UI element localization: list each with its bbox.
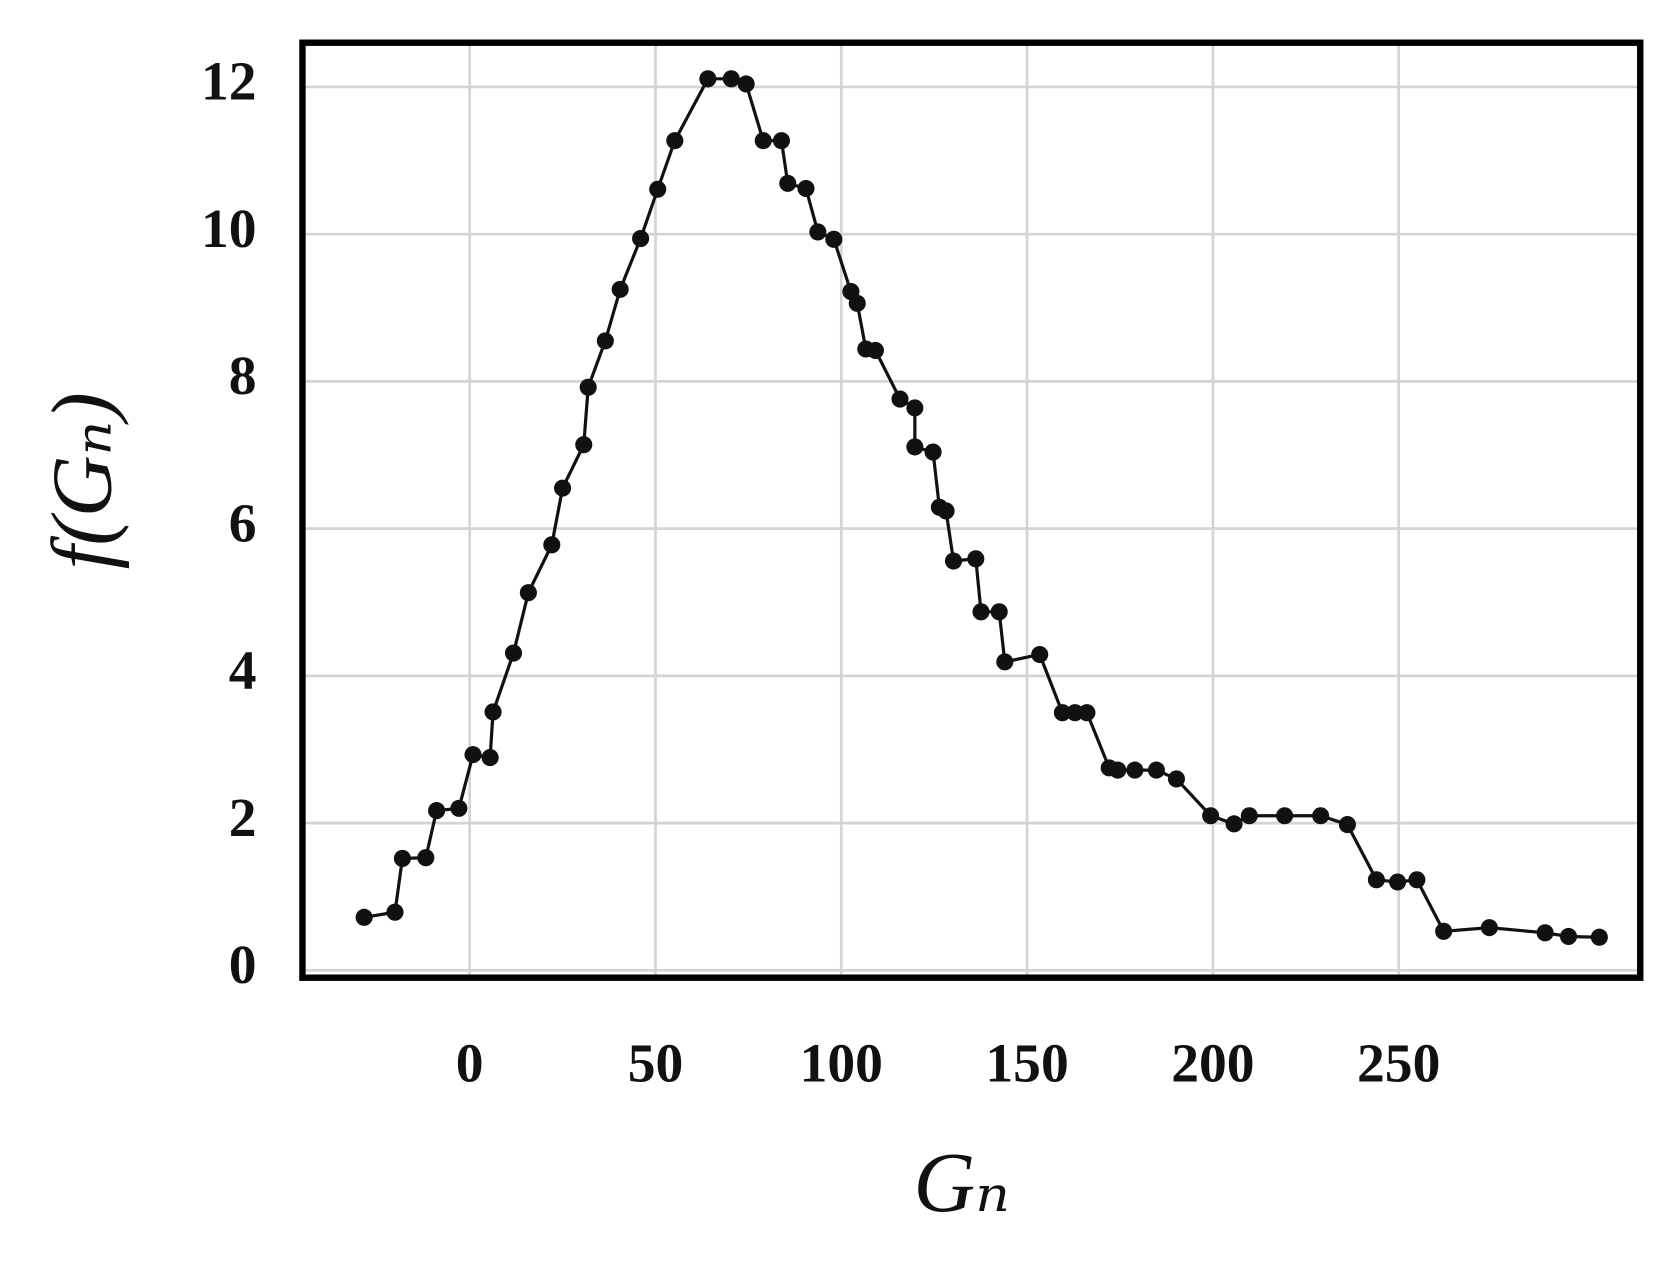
data-point (1559, 927, 1578, 946)
y-tick-label: 12 (201, 51, 257, 113)
data-point (386, 903, 404, 921)
y-tick-label: 6 (229, 492, 257, 554)
data-point (428, 802, 446, 820)
y-tick-label: 8 (229, 345, 257, 407)
data-point (1389, 873, 1407, 891)
data-point (944, 552, 963, 570)
data-point (779, 174, 797, 192)
data-point (866, 341, 885, 360)
data-point (1126, 761, 1144, 779)
data-point (1240, 807, 1258, 825)
data-point (1167, 770, 1186, 788)
data-point (464, 746, 482, 764)
y-tick-label: 2 (229, 787, 257, 849)
data-point (967, 550, 985, 568)
grid (302, 42, 1641, 978)
data-point (1480, 919, 1498, 937)
data-point (1435, 922, 1453, 940)
data-point (825, 230, 843, 248)
data-point (699, 70, 717, 88)
data-point (937, 502, 955, 520)
x-axis-label: Gₙ (914, 1136, 1010, 1230)
x-tick-label: 0 (456, 1032, 484, 1094)
data-point (596, 332, 614, 350)
data-point (906, 399, 924, 417)
data-point (450, 799, 468, 817)
data-point (990, 603, 1008, 621)
data-point (809, 223, 827, 241)
data-point (1147, 761, 1165, 779)
plot-frame (299, 39, 1644, 981)
y-tick-label: 4 (229, 640, 257, 702)
data-point (1031, 645, 1049, 664)
data-point (519, 584, 537, 602)
data-point (1225, 815, 1243, 833)
data-point (772, 132, 790, 150)
data-point (924, 443, 942, 461)
data-point (666, 132, 684, 150)
y-axis-label: f(Gₙ) (35, 392, 129, 569)
data-point (417, 849, 435, 867)
data-point (891, 390, 909, 408)
data-point (848, 294, 866, 312)
x-tick-label: 100 (800, 1032, 883, 1094)
data-point (393, 849, 411, 867)
data-point (632, 230, 650, 248)
y-tick-label: 0 (229, 934, 257, 996)
data-point (1536, 924, 1554, 942)
data-point (1202, 807, 1220, 825)
data-point (1066, 704, 1084, 722)
data-point (579, 378, 597, 396)
data-point (554, 479, 572, 497)
data-point (1053, 704, 1071, 722)
data-point (1276, 807, 1294, 825)
data-point (797, 179, 815, 198)
data-point (1367, 871, 1385, 889)
data-point (972, 603, 990, 621)
data-point (906, 438, 924, 456)
data-point (575, 436, 593, 454)
data-point (1312, 807, 1330, 825)
data-point (484, 703, 502, 721)
data-point (722, 70, 740, 88)
data-point (754, 132, 772, 150)
data-point (543, 536, 561, 554)
data-point (1338, 816, 1356, 834)
data-point (504, 644, 523, 662)
data-line (363, 77, 1600, 939)
data-point (1408, 871, 1426, 889)
x-tick-label: 50 (628, 1032, 684, 1094)
y-tick-label: 10 (201, 198, 257, 260)
data-point (481, 749, 499, 767)
x-tick-label: 150 (985, 1032, 1068, 1094)
data-point (611, 280, 629, 298)
data-point (1109, 761, 1127, 779)
x-tick-label: 200 (1171, 1032, 1254, 1094)
data-point (1590, 928, 1608, 946)
data-point (737, 75, 755, 93)
data-point (1078, 704, 1096, 722)
data-point (649, 180, 667, 198)
x-tick-label: 250 (1357, 1032, 1440, 1094)
data-point (996, 653, 1014, 671)
data-point (355, 908, 373, 926)
